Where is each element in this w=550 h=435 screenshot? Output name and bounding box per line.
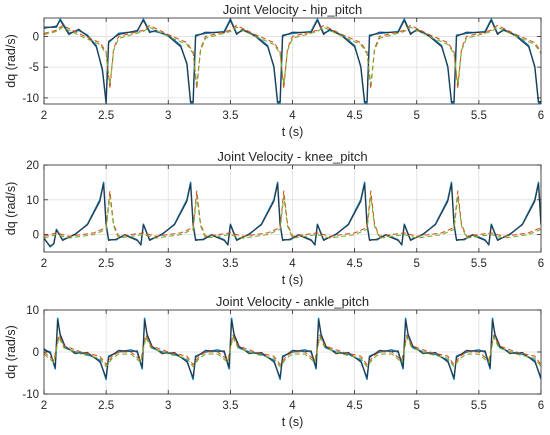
chart-2-title: Joint Velocity - knee_pitch xyxy=(217,149,367,164)
chart-1-x-tick-label: 6 xyxy=(538,110,544,122)
chart-1-y-tick-label: -10 xyxy=(22,93,39,105)
chart-2-x-tick-label: 4.5 xyxy=(347,258,363,270)
chart-3-series-2-line xyxy=(44,320,541,378)
chart-2-y-tick-label: 10 xyxy=(26,195,39,207)
chart-3-x-tick-label: 3.5 xyxy=(222,400,238,412)
chart-3-x-tick-label: 2 xyxy=(41,400,47,412)
chart-1-y-axis-label: dq (rad/s) xyxy=(4,34,18,88)
chart-1-series-group xyxy=(44,18,541,104)
chart-3-y-tick-label: -10 xyxy=(22,389,39,401)
chart-1-x-tick-label: 2 xyxy=(41,110,47,122)
chart-3-x-tick-label: 5 xyxy=(414,400,420,412)
chart-1-x-tick-label: 3.5 xyxy=(222,110,238,122)
chart-3-x-tick-label: 2.5 xyxy=(98,400,114,412)
chart-3-x-tick-label: 3 xyxy=(165,400,171,412)
chart-1-y-tick-label: -5 xyxy=(29,62,39,74)
chart-2-series-group xyxy=(44,181,541,248)
chart-1: 2 2.5 3 3.5 4 4.5 5 5.5 6 -10 -5 0 Joint Velocity - … xyxy=(4,2,544,139)
chart-3: 2 2.5 3 3.5 4 4.5 5 5.5 6 -10 0 10 Joint Velocity - … xyxy=(4,294,544,429)
chart-1-x-tick-label: 5 xyxy=(414,110,420,122)
chart-3-x-tick-label: 4.5 xyxy=(347,400,363,412)
chart-1-x-tick-label: 3 xyxy=(165,110,171,122)
chart-3-series-3-line xyxy=(44,334,541,366)
chart-1-x-axis-label: t (s) xyxy=(282,125,304,139)
chart-2-x-tick-label: 4 xyxy=(289,258,296,270)
chart-2-y-tick-label: 20 xyxy=(26,160,39,172)
chart-2-x-tick-label: 3 xyxy=(165,258,171,270)
chart-1-series-3-line xyxy=(44,24,541,90)
chart-3-x-tick-label: 6 xyxy=(538,400,544,412)
chart-2: 2 2.5 3 3.5 4 4.5 5 5.5 6 0 10 20 Joint Velocity - k… xyxy=(4,149,544,287)
chart-1-x-tick-label: 4 xyxy=(289,110,296,122)
chart-3-title: Joint Velocity - ankle_pitch xyxy=(216,294,369,309)
chart-3-y-axis-label: dq (rad/s) xyxy=(4,325,18,379)
chart-3-series-group xyxy=(44,317,541,381)
chart-2-x-tick-label: 2.5 xyxy=(98,258,114,270)
chart-1-y-tick-label: 0 xyxy=(33,31,39,43)
chart-2-series-2-line xyxy=(44,183,541,247)
chart-2-x-tick-label: 2 xyxy=(41,258,47,270)
chart-2-x-tick-label: 5 xyxy=(414,258,420,270)
chart-3-x-tick-label: 5.5 xyxy=(471,400,487,412)
chart-2-x-tick-label: 6 xyxy=(538,258,544,270)
chart-1-x-tick-label: 2.5 xyxy=(98,110,114,122)
chart-2-y-tick-label: 0 xyxy=(33,230,39,242)
chart-1-x-tick-label: 5.5 xyxy=(471,110,487,122)
chart-2-x-axis-label: t (s) xyxy=(282,273,304,287)
chart-1-title: Joint Velocity - hip_pitch xyxy=(223,2,362,17)
chart-3-series-4-line xyxy=(44,336,541,368)
chart-3-x-tick-label: 4 xyxy=(289,400,296,412)
chart-3-x-axis-label: t (s) xyxy=(282,415,304,429)
chart-2-series-4-line xyxy=(44,195,541,239)
chart-3-y-tick-label: 0 xyxy=(33,347,39,359)
chart-2-y-axis-label: dq (rad/s) xyxy=(4,182,18,236)
chart-3-y-tick-label: 10 xyxy=(26,305,39,317)
chart-2-x-tick-label: 3.5 xyxy=(222,258,238,270)
chart-1-x-tick-label: 4.5 xyxy=(347,110,363,122)
chart-2-x-tick-label: 5.5 xyxy=(471,258,487,270)
